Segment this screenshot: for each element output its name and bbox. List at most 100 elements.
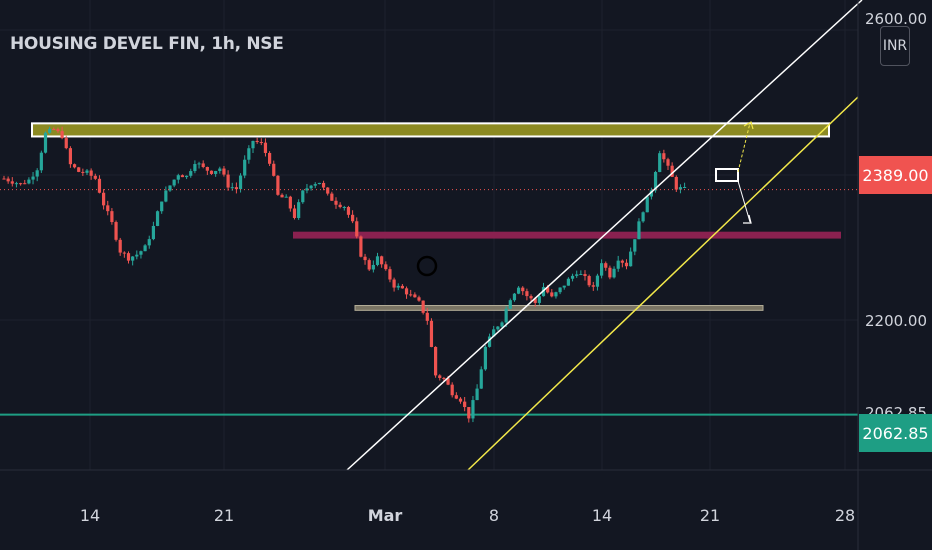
candle [558, 287, 562, 295]
resistance-zone[interactable] [31, 122, 830, 138]
candle [579, 270, 583, 276]
marker-circle[interactable] [416, 255, 438, 277]
candlestick-series [2, 126, 687, 423]
candle [126, 251, 131, 264]
candle-body [649, 190, 653, 197]
candle-body [209, 170, 214, 174]
candle [666, 157, 670, 170]
candle-body [292, 208, 297, 218]
candle [218, 166, 222, 174]
candle-body [434, 346, 438, 376]
candle [351, 210, 355, 224]
candle-body [645, 196, 649, 213]
candle-body [23, 183, 27, 185]
lower-channel-line[interactable] [467, 96, 859, 471]
candle-body [48, 128, 52, 133]
forecast-up-arrowhead [743, 121, 754, 130]
candle-body [238, 175, 243, 190]
currency-button[interactable]: INR [880, 26, 910, 66]
candle [521, 286, 525, 296]
upper-channel-line[interactable] [346, 0, 863, 471]
candle-body [442, 377, 446, 379]
candle-body [579, 274, 583, 276]
candle [56, 127, 60, 133]
candle-body [475, 388, 479, 401]
candle [649, 187, 653, 200]
candle [139, 250, 143, 259]
drawing-tools-layer [0, 0, 863, 471]
symbol-title[interactable]: HOUSING DEVEL FIN, 1h, NSE [10, 34, 284, 54]
candle-body [666, 159, 670, 166]
forecast-down-arrow[interactable] [737, 180, 751, 223]
candle-body [554, 292, 558, 297]
forecast-up-arrow[interactable] [737, 122, 751, 173]
candle-body [454, 395, 458, 399]
candle-body [566, 278, 570, 286]
forecast-box[interactable] [715, 168, 739, 182]
candle-body [683, 187, 687, 189]
candle-body [587, 276, 591, 286]
candle-body [19, 183, 23, 185]
candle [629, 247, 633, 267]
candle [19, 182, 23, 186]
candle-body [479, 369, 483, 389]
candle [280, 193, 284, 198]
candle [346, 205, 351, 218]
x-tick-label: Mar [368, 506, 403, 525]
candle [251, 140, 255, 153]
candle-body [446, 378, 450, 385]
candle-body [39, 152, 43, 171]
candle [517, 286, 521, 295]
candle [375, 252, 380, 267]
candle [23, 179, 27, 185]
candle-body [297, 202, 301, 218]
candle-body [384, 264, 388, 270]
candle-body [135, 254, 139, 257]
candle [288, 195, 292, 212]
candle-body [496, 326, 500, 330]
candle-body [280, 194, 284, 198]
candle-body [620, 260, 624, 263]
candle [442, 376, 446, 382]
candle [616, 255, 620, 272]
candle-body [160, 201, 164, 212]
candle-body [595, 275, 600, 287]
candle [371, 260, 375, 273]
candle [6, 176, 10, 184]
mid-zone[interactable] [293, 231, 841, 239]
candle-body [575, 274, 579, 276]
candle-body [106, 205, 110, 212]
candle [396, 283, 400, 291]
candle-body [363, 256, 367, 261]
candle-body [284, 196, 288, 198]
candle-body [604, 263, 608, 268]
candle [587, 274, 591, 288]
candle [604, 261, 608, 271]
candle-body [396, 285, 400, 288]
candle [575, 270, 579, 278]
candle-body [301, 190, 305, 203]
candle-body [658, 153, 662, 173]
candle [384, 261, 388, 271]
support-zone[interactable] [354, 305, 764, 311]
candle [326, 187, 330, 196]
candle-body [305, 188, 309, 191]
candle [160, 201, 164, 214]
candle-body [653, 172, 658, 191]
candle [201, 160, 205, 169]
candle-body [425, 312, 429, 321]
candle-body [189, 171, 193, 176]
candle-body [164, 190, 168, 202]
y-tick-label: 2200.00 [865, 312, 927, 330]
candle [562, 285, 566, 290]
candle-body [151, 225, 155, 240]
candle-body [89, 170, 93, 176]
candle-body [288, 196, 292, 209]
candle-body [346, 207, 351, 215]
candle [421, 300, 425, 315]
candle [334, 197, 338, 209]
candle-body [633, 239, 637, 252]
candle-body [10, 181, 14, 184]
